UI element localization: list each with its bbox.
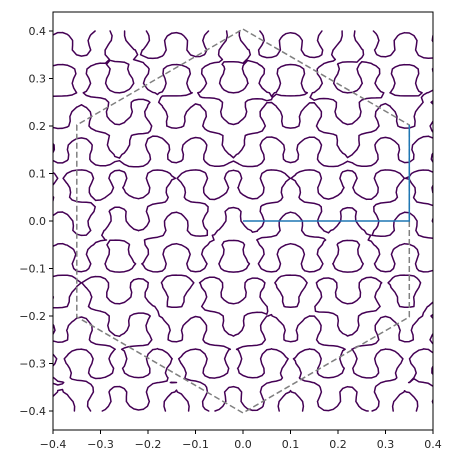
- y-tick-label: 0.2: [29, 120, 47, 133]
- path-line: [243, 125, 411, 222]
- x-tick-label: 0.4: [424, 438, 442, 451]
- x-tick-label: 0.2: [329, 438, 347, 451]
- x-tick-label: −0.2: [135, 438, 162, 451]
- x-tick-label: −0.1: [182, 438, 209, 451]
- y-tick-label: −0.3: [19, 358, 46, 371]
- y-tick-label: −0.2: [19, 310, 46, 323]
- series-lines: [76, 28, 411, 414]
- x-tick-label: 0.0: [234, 438, 252, 451]
- y-tick-label: 0.1: [29, 168, 47, 181]
- x-tick-label: 0.3: [377, 438, 395, 451]
- contour-lines: [53, 30, 433, 412]
- x-tick-label: −0.4: [40, 438, 67, 451]
- contour-line: [53, 30, 433, 412]
- x-tick-label: 0.1: [282, 438, 300, 451]
- x-axis: −0.4 −0.3 −0.2 −0.1 0.0 0.1 0.2 0.3 0.4: [40, 430, 442, 451]
- y-tick-label: 0.3: [29, 73, 47, 86]
- y-tick-label: −0.1: [19, 263, 46, 276]
- y-tick-label: 0.4: [29, 25, 47, 38]
- x-tick-label: −0.3: [87, 438, 114, 451]
- y-axis: 0.4 0.3 0.2 0.1 0.0 −0.1 −0.2 −0.3 −0.4: [19, 25, 53, 418]
- y-tick-label: −0.4: [19, 405, 46, 418]
- y-tick-label: 0.0: [29, 215, 47, 228]
